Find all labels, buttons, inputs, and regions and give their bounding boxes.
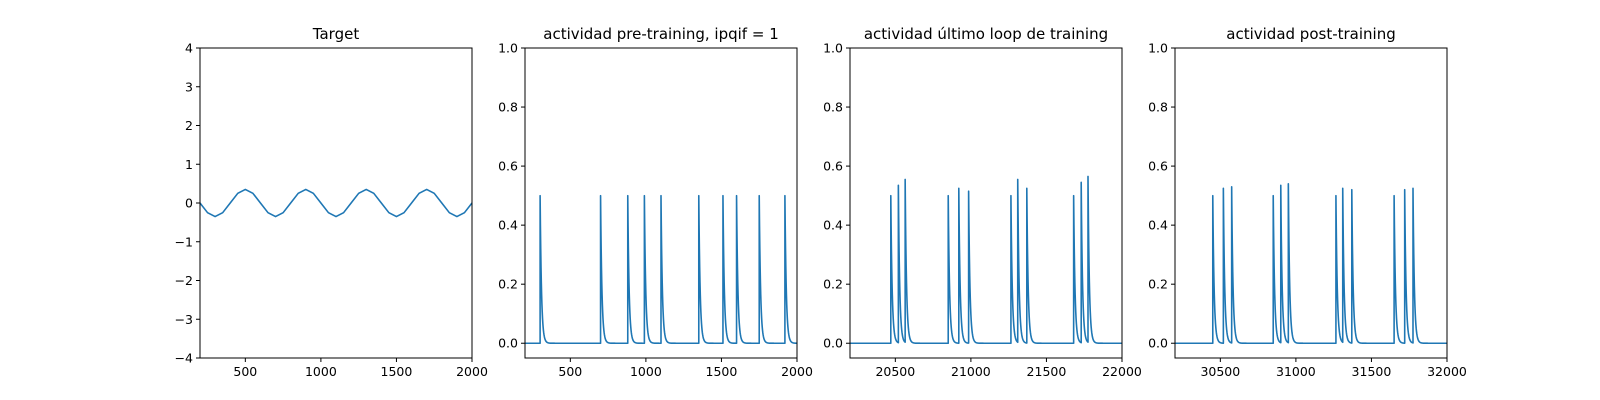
y-tick-label: 1.0 <box>823 41 843 56</box>
axes-frame <box>1174 47 1448 359</box>
y-tick-label: 0.4 <box>1148 218 1168 233</box>
subplot-title: actividad post-training <box>1226 25 1395 43</box>
y-tick-label: 0.8 <box>498 100 518 115</box>
x-tick-label: 500 <box>233 364 257 379</box>
y-tick-label: 3 <box>185 79 193 94</box>
x-tick-label: 21500 <box>1027 364 1067 379</box>
y-tick-label: 0.6 <box>823 159 843 174</box>
x-tick-label: 31000 <box>1276 364 1316 379</box>
y-tick-label: −1 <box>175 234 193 249</box>
axes-frame <box>849 47 1123 359</box>
y-tick-label: 4 <box>185 41 193 56</box>
y-tick-label: 0.0 <box>1148 336 1168 351</box>
y-tick-label: −3 <box>175 312 193 327</box>
x-tick-label: 22000 <box>1102 364 1142 379</box>
y-tick-label: 2 <box>185 118 193 133</box>
y-tick-label: 1 <box>185 157 193 172</box>
x-tick-label: 500 <box>558 364 582 379</box>
subplot-4: actividad post-training 30500 31000 31500 32… <box>1148 25 1467 379</box>
y-tick-label: 0.0 <box>498 336 518 351</box>
series-line <box>1174 183 1448 345</box>
x-tick-label: 2000 <box>456 364 488 379</box>
x-tick-label: 20500 <box>875 364 915 379</box>
subplot-title: actividad pre-training, ipqif = 1 <box>543 25 779 43</box>
y-tick-label: 0.6 <box>1148 159 1168 174</box>
subplot-1: Target 500 1000 1500 2000 −4 −3 −2 −1 0 1 2 3 4 <box>175 25 488 379</box>
y-tick-label: 0 <box>185 196 193 211</box>
x-tick-label: 1500 <box>706 364 738 379</box>
y-tick-label: 0.4 <box>823 218 843 233</box>
y-tick-label: 0.2 <box>823 277 843 292</box>
y-tick-label: 0.0 <box>823 336 843 351</box>
y-tick-label: 1.0 <box>1148 41 1168 56</box>
y-tick-label: −4 <box>175 351 193 366</box>
x-tick-label: 1500 <box>381 364 413 379</box>
y-tick-label: 0.6 <box>498 159 518 174</box>
series-line <box>524 194 798 345</box>
axes-frame <box>199 47 473 359</box>
y-tick-label: 1.0 <box>498 41 518 56</box>
x-tick-label: 1000 <box>630 364 662 379</box>
subplot-title: Target <box>312 25 360 43</box>
y-tick-label: 0.8 <box>823 100 843 115</box>
x-tick-label: 21000 <box>951 364 991 379</box>
subplot-2: actividad pre-training, ipqif = 1 500 1000… <box>498 25 813 379</box>
y-tick-label: −2 <box>175 273 193 288</box>
subplot-title: actividad último loop de training <box>864 25 1108 43</box>
y-tick-label: 0.8 <box>1148 100 1168 115</box>
axes-frame <box>524 47 798 359</box>
x-tick-label: 31500 <box>1352 364 1392 379</box>
x-tick-label: 2000 <box>781 364 813 379</box>
y-tick-label: 0.2 <box>498 277 518 292</box>
x-tick-label: 30500 <box>1200 364 1240 379</box>
x-tick-label: 32000 <box>1427 364 1467 379</box>
series-line <box>849 175 1123 345</box>
x-tick-label: 1000 <box>305 364 337 379</box>
y-tick-label: 0.2 <box>1148 277 1168 292</box>
series-line <box>199 188 473 218</box>
y-tick-label: 0.4 <box>498 218 518 233</box>
subplot-3: actividad último loop de training 20500 21… <box>823 25 1142 379</box>
